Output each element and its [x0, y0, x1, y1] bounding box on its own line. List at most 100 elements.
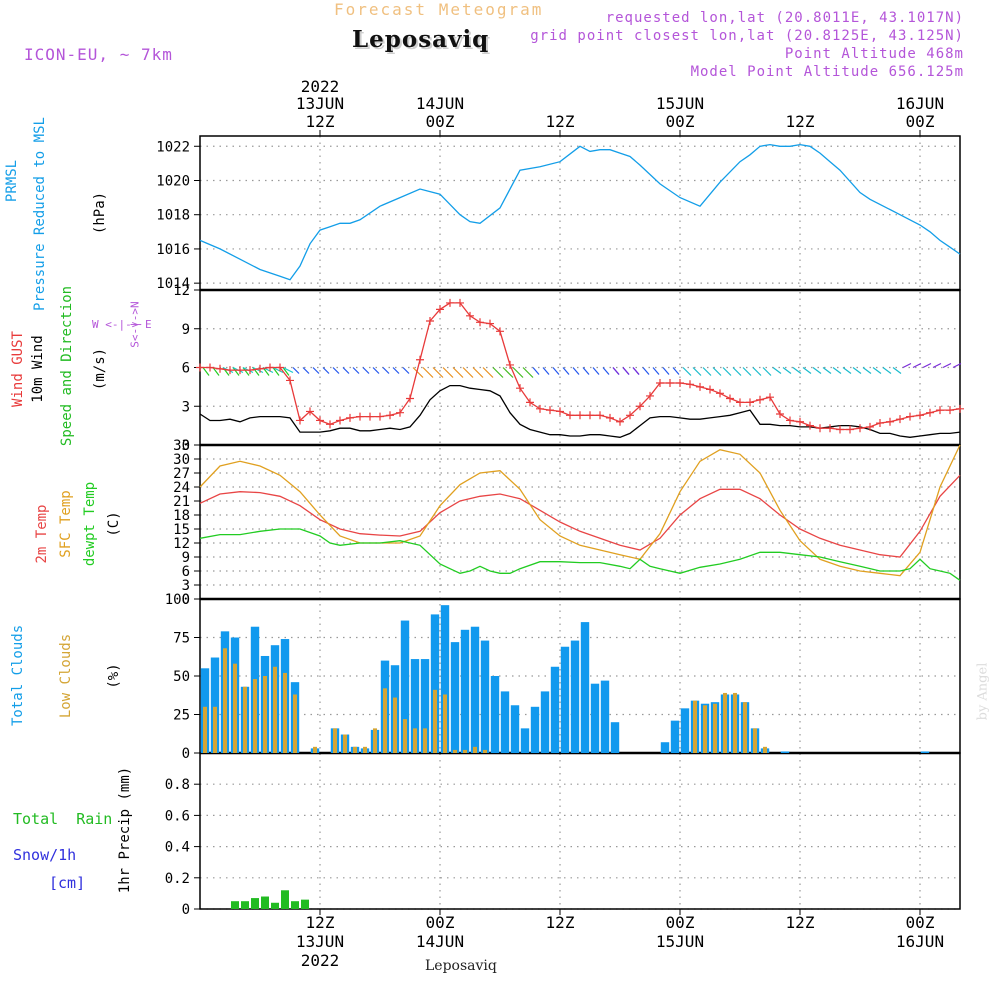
wind-series-10m-wind	[199, 384, 961, 438]
gust-marker	[326, 420, 334, 429]
wind-series-wind-gust	[200, 302, 961, 431]
gust-marker	[916, 411, 924, 420]
wind-dir-arrow	[882, 367, 892, 374]
gust-marker	[836, 425, 844, 434]
wind-dir-arrow	[242, 367, 250, 376]
gust-marker	[546, 406, 554, 415]
wind-dir-arrow	[202, 367, 210, 376]
gust-marker	[226, 366, 234, 375]
temperature-ytick-label: 6	[182, 564, 190, 580]
gust-marker	[896, 415, 904, 424]
gust-marker	[646, 391, 654, 400]
gust-marker	[876, 419, 884, 428]
total-clouds-bar	[680, 708, 690, 753]
gust-marker	[786, 416, 794, 425]
wind-dir-arrow	[562, 367, 570, 375]
bottom-hour-label: 12Z	[786, 913, 815, 932]
wind-dir-arrow	[212, 367, 220, 376]
gust-marker	[566, 411, 574, 420]
wind-ytick-label: 9	[182, 322, 190, 338]
wind-dir-arrow	[502, 367, 514, 378]
wind-dir-arrow	[542, 367, 550, 375]
temperature-ytick-label: 0	[182, 592, 190, 608]
gust-marker	[336, 416, 344, 425]
bottom-date-label: 15JUN	[656, 932, 704, 951]
low-clouds-bar	[313, 746, 317, 753]
low-clouds-bar	[353, 746, 357, 753]
total-clouds-bar	[520, 728, 530, 753]
wind-dir-arrow	[822, 367, 832, 374]
wind-dir-arrow	[872, 367, 882, 374]
clouds-ytick-label: 100	[165, 592, 190, 608]
temperature-ytick-label: 12	[173, 536, 190, 552]
low-clouds-bar	[413, 728, 417, 753]
total-clouds-bar	[600, 680, 610, 753]
wind-dir-arrow	[372, 367, 380, 374]
low-clouds-bar	[693, 700, 697, 753]
wind-dir-arrow	[812, 367, 822, 374]
wind-dir-arrow	[322, 367, 330, 374]
gust-marker	[436, 305, 444, 314]
low-clouds-bar	[763, 746, 767, 753]
gust-marker	[946, 406, 954, 415]
low-clouds-bar	[363, 746, 367, 753]
wind-dir-arrow	[752, 367, 762, 376]
gust-marker	[856, 424, 864, 433]
wind-dir-arrow	[692, 367, 702, 376]
wind-dir-arrow	[292, 367, 300, 374]
precip-ytick-label: 0.2	[165, 871, 190, 887]
clouds-ytick-label: 25	[173, 708, 190, 724]
wind-dir-arrow	[232, 367, 240, 376]
gust-marker	[806, 421, 814, 430]
gust-marker	[376, 412, 384, 421]
requested-coords: requested lon,lat (20.8011E, 43.1017N)	[605, 10, 964, 26]
wind-frame	[199, 289, 961, 446]
gust-marker	[756, 395, 764, 404]
wind-dir-arrow	[802, 367, 812, 374]
gust-marker	[366, 412, 374, 421]
pressure-ytick-label: 1016	[156, 242, 190, 258]
gust-marker	[526, 398, 534, 407]
rain-bar	[281, 890, 289, 909]
bottom-hour-label: 12Z	[306, 913, 335, 932]
gust-marker	[686, 380, 694, 389]
wind-dir-arrow	[482, 367, 494, 378]
total-clouds-bar	[780, 751, 790, 753]
gust-marker	[536, 404, 544, 413]
gust-marker	[246, 366, 254, 375]
total-clouds-bar	[410, 659, 420, 753]
wind-ytick-label: 3	[182, 399, 190, 415]
wind-dir-arrow	[492, 367, 504, 378]
wind-dir-arrow	[652, 367, 660, 375]
wind-dir-arrow	[472, 367, 484, 378]
pressure-ytick-label: 1018	[156, 208, 190, 224]
wind-dir-arrow	[382, 367, 390, 374]
wind-dir-arrow	[712, 367, 722, 376]
wind-dir-arrow	[512, 367, 524, 378]
top-date-label: 14JUN	[416, 94, 464, 113]
gust-marker	[956, 404, 964, 413]
gust-marker	[346, 413, 354, 422]
wind-dir-arrow	[612, 367, 620, 375]
wind-dir-arrow	[352, 367, 360, 374]
wind-dir-arrow	[642, 367, 650, 375]
total-clouds-bar	[440, 605, 450, 753]
wind-ytick-label: 6	[182, 361, 190, 377]
low-clouds-bar	[383, 688, 387, 753]
total-clouds-bar	[490, 676, 500, 753]
total-clouds-bar	[450, 642, 460, 753]
bottom-hour-label: 00Z	[426, 913, 455, 932]
wind-dir-arrow	[422, 367, 434, 378]
gust-marker	[606, 413, 614, 422]
wind-dir-arrow	[442, 367, 454, 378]
total-clouds-bar	[920, 751, 930, 753]
bottom-hour-label: 00Z	[906, 913, 935, 932]
pressure-frame	[199, 135, 961, 291]
low-clouds-bar	[453, 749, 457, 753]
gust-marker	[316, 416, 324, 425]
wind-dir-arrow	[792, 367, 802, 374]
total-clouds-bar	[400, 620, 410, 753]
clouds-ytick-label: 50	[173, 669, 190, 685]
wind-dir-arrow	[252, 367, 260, 376]
gust-marker	[276, 363, 284, 372]
